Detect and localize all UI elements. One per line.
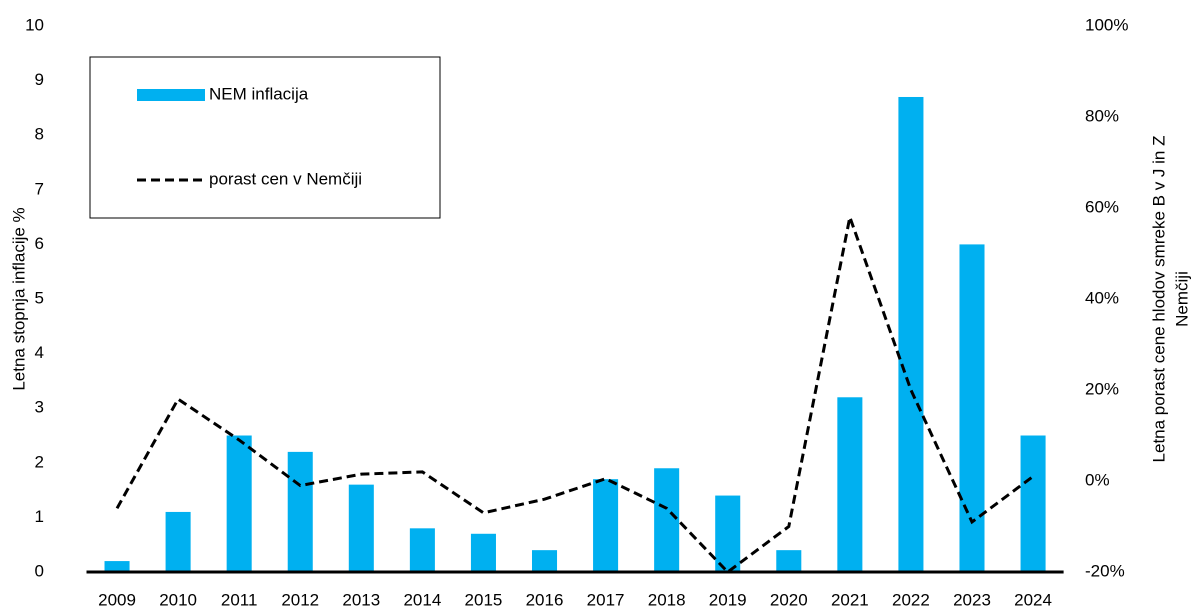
x-tick-label: 2018	[648, 590, 686, 609]
x-tick-label: 2009	[98, 590, 136, 609]
y-tick-label: 4	[35, 343, 44, 362]
y2-tick-label: 40%	[1085, 288, 1119, 307]
x-tick-label: 2019	[709, 590, 747, 609]
x-tick-label: 2010	[159, 590, 197, 609]
y-tick-label: 7	[35, 179, 44, 198]
y2-tick-label: 80%	[1085, 106, 1119, 125]
x-tick-label: 2023	[953, 590, 991, 609]
y-axis-title: Letna stopnja inflacije %	[9, 207, 28, 390]
y-tick-label: 1	[35, 507, 44, 526]
bar	[1020, 435, 1046, 572]
x-tick-label: 2020	[770, 590, 808, 609]
bar	[654, 468, 680, 572]
x-tick-label: 2024	[1014, 590, 1052, 609]
bar	[715, 495, 741, 572]
y-tick-label: 0	[35, 561, 44, 580]
legend-label: NEM inflacija	[209, 84, 309, 103]
y-tick-label: 8	[35, 125, 44, 144]
line	[115, 211, 1034, 574]
x-tick-label: 2011	[221, 590, 258, 609]
y-tick-label: 9	[35, 70, 44, 89]
y-tick-label: 10	[25, 15, 44, 34]
bar	[226, 435, 252, 572]
bar	[898, 96, 924, 572]
x-tick-label: 2012	[281, 590, 319, 609]
y2-axis-title: Letna porast cene hlodov smreke B v J in…	[1149, 136, 1168, 463]
bar	[409, 528, 435, 572]
bar	[470, 533, 496, 572]
bar	[165, 511, 191, 572]
bar	[531, 550, 558, 572]
bar	[837, 397, 863, 572]
x-tick-label: 2021	[831, 590, 869, 609]
y-tick-label: 6	[35, 234, 44, 253]
x-tick-label: 2022	[892, 590, 930, 609]
y2-axis-title: Nemčiji	[1172, 271, 1191, 327]
legend-box	[89, 56, 441, 219]
y-tick-label: 5	[35, 288, 44, 307]
x-tick-label: 2017	[587, 590, 625, 609]
y2-tick-label: 60%	[1085, 197, 1119, 216]
x-tick-label: 2016	[526, 590, 564, 609]
legend-swatch	[137, 89, 205, 101]
x-tick-label: 2014	[403, 590, 441, 609]
bar	[104, 561, 130, 572]
legend-label: porast cen v Nemčiji	[209, 169, 362, 188]
y-tick-label: 3	[35, 398, 44, 417]
bar	[593, 479, 619, 572]
y2-tick-label: -20%	[1085, 561, 1125, 580]
bar	[776, 550, 802, 572]
y2-tick-label: 20%	[1085, 379, 1119, 398]
y-tick-label: 2	[35, 452, 44, 471]
bar	[287, 451, 313, 572]
x-tick-label: 2013	[342, 590, 380, 609]
bar	[348, 484, 374, 572]
x-tick-label: 2015	[465, 590, 503, 609]
y2-tick-label: 0%	[1085, 470, 1110, 489]
y2-tick-label: 100%	[1085, 15, 1128, 34]
